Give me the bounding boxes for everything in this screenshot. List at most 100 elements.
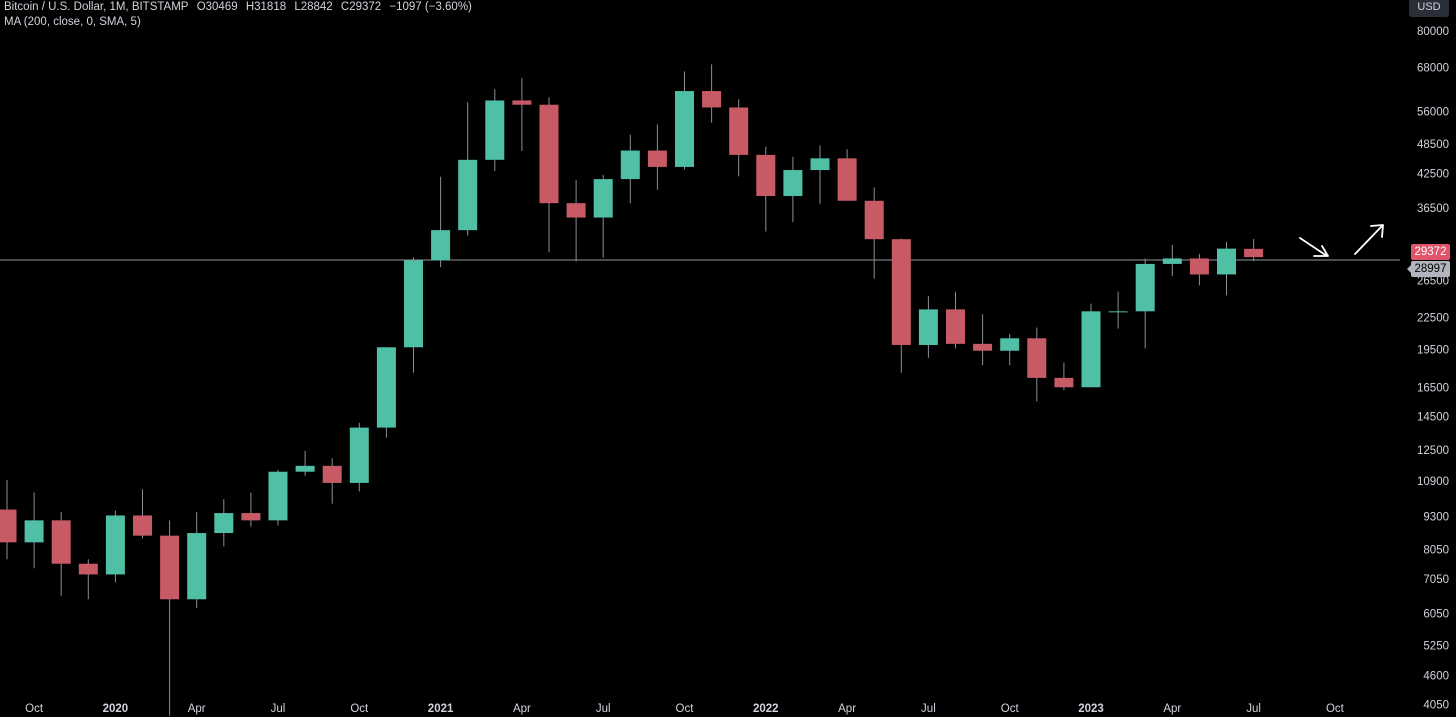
x-axis-tick-label: Oct xyxy=(1001,703,1020,715)
candle-body xyxy=(729,107,749,155)
candle-body xyxy=(322,465,342,483)
candle xyxy=(918,296,938,358)
candle-body xyxy=(458,159,478,231)
last-price-label: 29372 xyxy=(1411,244,1450,260)
y-axis-tick-label: 4050 xyxy=(1423,699,1449,711)
currency-button[interactable]: USD xyxy=(1409,0,1449,17)
y-axis-tick-label: 8050 xyxy=(1423,544,1449,556)
y-axis-tick-label: 19500 xyxy=(1417,345,1449,357)
candle xyxy=(973,314,993,366)
candle-body xyxy=(1135,263,1155,312)
candle xyxy=(241,492,261,527)
candle-body xyxy=(593,179,613,218)
candle xyxy=(160,520,180,716)
x-axis-tick-label: Apr xyxy=(513,703,531,715)
candle-body xyxy=(647,150,667,167)
candle xyxy=(1189,253,1209,286)
line-label-notch xyxy=(1407,265,1411,273)
x-axis-tick-label: Apr xyxy=(188,703,206,715)
candle-body xyxy=(51,520,71,564)
candle-body xyxy=(918,309,938,345)
x-axis-tick-label: 2021 xyxy=(428,703,454,715)
indicator-label[interactable]: MA (200, close, 0, SMA, 5) xyxy=(4,16,141,28)
candle xyxy=(51,511,71,596)
candle-body xyxy=(810,158,830,171)
x-axis-tick-label: Oct xyxy=(1326,703,1345,715)
arrow-down-right-icon xyxy=(1299,237,1329,257)
candle-body xyxy=(295,465,315,472)
y-axis-tick-label: 48500 xyxy=(1417,139,1449,151)
x-axis-tick-label: Apr xyxy=(1163,703,1181,715)
candle-body xyxy=(539,104,559,204)
horizontal-line-price-label: 28997 xyxy=(1407,261,1450,277)
candle-body xyxy=(1244,248,1264,258)
x-axis-tick-label: Jul xyxy=(921,703,936,715)
candle-body xyxy=(105,515,125,575)
ohlc-open: O30469 xyxy=(196,1,238,13)
candle-body xyxy=(214,513,234,534)
candle xyxy=(675,71,694,170)
candle xyxy=(729,99,749,177)
x-axis-tick-label: Jul xyxy=(271,703,286,715)
candle xyxy=(946,291,965,349)
candle xyxy=(0,479,17,560)
candle xyxy=(756,146,776,232)
y-axis-tick-label: 14500 xyxy=(1417,411,1449,423)
candle-body xyxy=(1108,311,1128,313)
candle xyxy=(24,492,44,569)
y-axis-tick-label: 16500 xyxy=(1417,382,1449,394)
candle xyxy=(214,499,234,547)
candle-body xyxy=(1000,338,1020,351)
arrow-up-right-icon xyxy=(1354,224,1384,255)
candle-body xyxy=(512,100,532,105)
candle-body xyxy=(160,535,180,600)
candle xyxy=(566,180,586,262)
candle xyxy=(620,134,640,204)
x-axis-tick-label: 2023 xyxy=(1078,703,1104,715)
candle xyxy=(593,174,613,258)
candle xyxy=(1244,239,1264,262)
y-axis-tick-label: 5250 xyxy=(1423,641,1449,653)
indicator-legend[interactable]: MA (200, close, 0, SMA, 5) xyxy=(4,16,146,28)
candle-body xyxy=(133,515,152,536)
y-axis-tick-label: 7050 xyxy=(1423,574,1449,586)
candle-body xyxy=(620,150,640,180)
y-axis-tick-label: 42500 xyxy=(1417,169,1449,181)
candle xyxy=(539,97,559,253)
y-axis-tick-label: 22500 xyxy=(1417,312,1449,324)
y-axis-tick-label: 10900 xyxy=(1417,476,1449,488)
candle-body xyxy=(837,158,857,201)
ohlc-close: C29372 xyxy=(340,1,382,13)
candle xyxy=(1108,291,1128,329)
candle xyxy=(702,64,722,123)
candle xyxy=(1217,242,1236,296)
candle xyxy=(458,102,478,236)
candle-body xyxy=(783,170,803,197)
candle xyxy=(485,89,505,172)
candle xyxy=(783,156,803,223)
x-axis-tick-label: 2020 xyxy=(103,703,129,715)
y-axis-tick-label: 68000 xyxy=(1417,63,1449,75)
candle xyxy=(376,347,396,438)
candle-body xyxy=(187,533,207,600)
candle xyxy=(349,422,369,492)
candle-body xyxy=(78,563,98,575)
candle-body xyxy=(241,513,261,521)
ohlc-change: −1097 (−3.60%) xyxy=(389,1,472,13)
x-axis-tick-label: Jul xyxy=(1246,703,1261,715)
candle xyxy=(891,238,911,373)
x-axis-tick-label: Oct xyxy=(350,703,369,715)
candle-body xyxy=(24,520,44,543)
candle-body xyxy=(864,200,884,240)
candle xyxy=(431,176,451,268)
candle-body xyxy=(1162,258,1182,264)
candle-body xyxy=(349,427,369,483)
candle-body xyxy=(1189,258,1209,275)
candle-body xyxy=(0,509,17,543)
ohlc-high: H31818 xyxy=(245,1,287,13)
candle-body xyxy=(891,239,911,345)
candle-body xyxy=(404,260,423,348)
y-axis-tick-label: 36500 xyxy=(1417,203,1449,215)
candle xyxy=(187,511,207,609)
candle xyxy=(864,187,884,279)
